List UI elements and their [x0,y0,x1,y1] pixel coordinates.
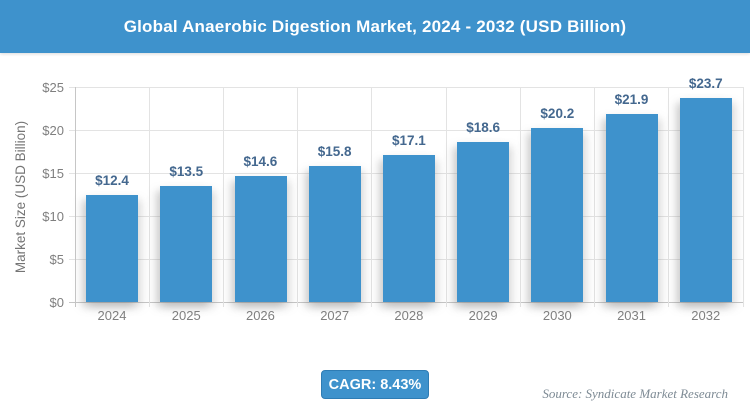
bar-value-label: $13.5 [169,163,204,179]
bar-value-label: $21.9 [614,91,649,107]
x-axis-label: 2032 [691,308,721,323]
x-gridline [297,87,299,307]
x-axis-label: 2028 [394,308,424,323]
y-gridline [69,301,743,303]
x-gridline [668,87,670,307]
x-axis-label: 2026 [245,308,275,323]
bar-value-label: $23.7 [688,76,723,92]
cagr-badge: CAGR: 8.43% [321,370,429,399]
chart-title-bar: Global Anaerobic Digestion Market, 2024 … [0,0,750,53]
bar-value-label: $12.4 [95,173,129,189]
bar [160,185,213,302]
bar [679,98,732,302]
x-axis-label: 2025 [171,308,201,323]
bar [234,176,287,302]
plot-area: $0 $5 $10 $15 $20 $25 $12.4 2024 $13.5 2025 $14.6 2… [42,76,744,323]
bar [531,128,584,302]
x-gridline [371,87,373,307]
y-tick-label: $0 [49,295,64,310]
bar [308,166,361,302]
x-gridline [445,87,447,307]
bar [457,142,510,302]
x-gridline [594,87,596,307]
bar-value-label: $17.1 [391,132,426,148]
source-credit: Source: Syndicate Market Research [542,386,728,401]
x-gridline [74,87,76,307]
x-gridline [222,87,224,307]
x-axis-label: 2027 [320,308,350,323]
bar-value-label: $15.8 [317,144,352,160]
chart-title: Global Anaerobic Digestion Market, 2024 … [123,16,627,36]
x-axis-label: 2029 [468,308,498,323]
x-gridline [742,87,744,307]
bar [605,113,658,302]
y-gridline [69,129,743,131]
y-tick-label: $20 [42,123,64,138]
x-gridline [519,87,521,307]
y-tick-label: $5 [49,252,64,267]
x-axis-label: 2030 [542,308,572,323]
y-tick-label: $10 [42,209,64,224]
x-axis-label: 2031 [617,308,646,323]
x-axis-label: 2024 [97,308,127,323]
bar-value-label: $20.2 [540,106,575,122]
y-tick-label: $25 [42,80,64,95]
bar-value-label: $18.6 [466,120,500,136]
x-gridline [148,87,150,307]
bar [86,195,139,302]
bar-value-label: $14.6 [243,154,278,170]
y-tick-label: $15 [42,166,64,181]
y-gridline [69,86,743,88]
bar [383,154,435,302]
